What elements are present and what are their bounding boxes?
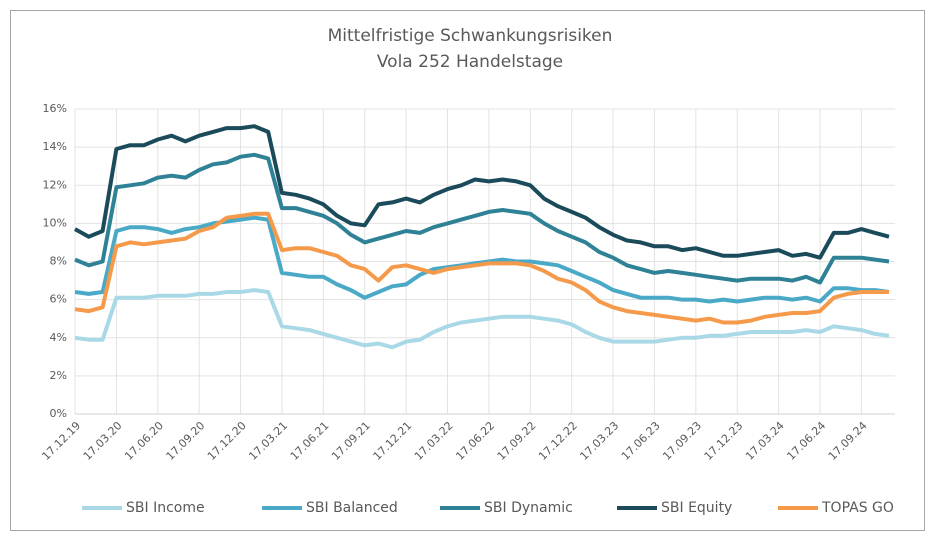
series-line (74, 288, 890, 350)
y-tick-label: 0% (50, 407, 67, 420)
legend-label: SBI Equity (661, 500, 732, 516)
chart-subtitle: Vola 252 Handelstage (377, 52, 563, 72)
legend-label: SBI Dynamic (484, 500, 573, 516)
series-line (74, 124, 890, 260)
y-tick-label: 10% (43, 216, 67, 229)
y-tick-label: 2% (50, 369, 67, 382)
series-line (74, 152, 890, 285)
y-tick-label: 12% (43, 178, 67, 191)
chart-frame (10, 10, 925, 531)
y-tick-label: 8% (50, 255, 67, 268)
legend-label: SBI Income (126, 500, 205, 516)
chart-title: Mittelfristige Schwankungsrisiken (328, 26, 613, 46)
legend-label: TOPAS GO (821, 500, 894, 516)
series-line (74, 211, 889, 325)
y-tick-label: 6% (50, 293, 67, 306)
y-tick-label: 14% (43, 140, 67, 153)
legend-label: SBI Balanced (306, 500, 398, 516)
y-tick-label: 4% (50, 331, 67, 344)
y-tick-label: 16% (43, 102, 67, 115)
